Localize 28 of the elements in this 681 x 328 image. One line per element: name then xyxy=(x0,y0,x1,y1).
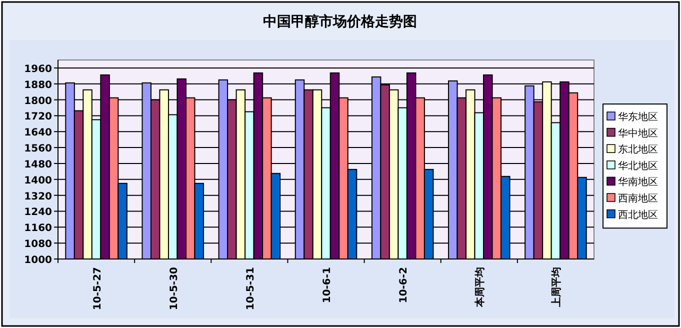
x-tick-label: 10-5-30 xyxy=(168,266,180,310)
x-tick-label: 10-6-1 xyxy=(322,266,333,304)
y-tick-label: 1160 xyxy=(24,223,52,234)
y-tick-label: 1640 xyxy=(24,128,52,139)
y-tick-label: 1320 xyxy=(24,191,52,202)
x-tick-label: 上周平均 xyxy=(550,267,563,308)
y-tick-label: 1960 xyxy=(24,64,52,75)
title: 中国甲醇市场价格走势图 xyxy=(263,14,417,30)
legend-label: 华北地区 xyxy=(618,160,658,172)
x-tick-label: 10-6-2 xyxy=(398,266,410,304)
y-tick-label: 1480 xyxy=(24,159,52,170)
y-tick-label: 1560 xyxy=(24,144,52,155)
legend-label: 华中地区 xyxy=(618,127,658,140)
y-tick-label: 1000 xyxy=(24,255,52,266)
x-tick-label: 10-5-27 xyxy=(92,266,104,310)
legend-label: 华南地区 xyxy=(618,176,658,188)
y-tick-label: 1880 xyxy=(24,80,52,91)
x-tick-label: 本周平均 xyxy=(474,267,486,308)
legend-label: 华东地区 xyxy=(618,111,658,123)
legend-label: 西南地区 xyxy=(618,192,658,204)
y-tick-label: 1800 xyxy=(24,96,52,107)
x-tick-label: 10-5-31 xyxy=(245,266,256,310)
y-tick-label: 1720 xyxy=(24,112,52,123)
y-tick-label: 1240 xyxy=(24,207,52,218)
legend-label: 西北地区 xyxy=(618,208,658,221)
legend-label: 东北地区 xyxy=(618,144,658,156)
y-tick-label: 1400 xyxy=(24,175,52,186)
y-tick-label: 1080 xyxy=(24,239,52,250)
